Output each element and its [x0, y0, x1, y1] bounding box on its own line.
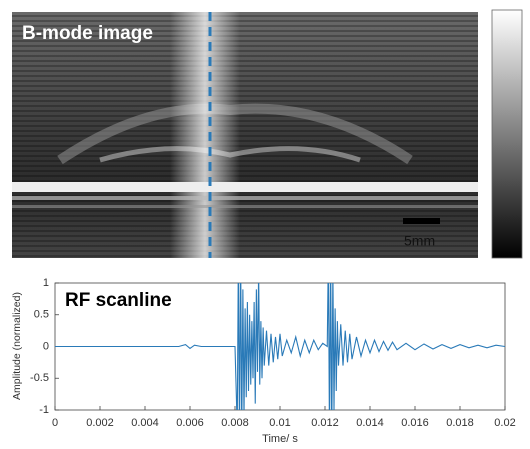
x-tick-label: 0: [52, 417, 58, 429]
image-label: B-mode image: [22, 23, 153, 44]
y-tick-label: -0.5: [30, 372, 49, 384]
x-tick-label: 0.014: [356, 417, 384, 429]
x-axis-label: Time/ s: [262, 433, 298, 445]
y-tick-label: -1: [39, 404, 49, 416]
annotation: RF scanline: [65, 290, 172, 311]
x-tick-label: 0.018: [446, 417, 474, 429]
y-tick-label: 0.5: [34, 309, 49, 321]
rf-line: [55, 283, 505, 410]
x-tick-label: 0.008: [221, 417, 249, 429]
scale-bar-label: 5mm: [404, 233, 435, 249]
colorbar: [491, 9, 523, 259]
x-tick-label: 0.012: [311, 417, 339, 429]
x-tick-label: 0.016: [401, 417, 429, 429]
y-axis-label: Amplitude (normalized): [11, 292, 23, 400]
y-tick-label: 1: [43, 277, 49, 289]
x-tick-label: 0.02: [494, 417, 515, 429]
y-tick-label: 0: [43, 340, 49, 352]
x-tick-label: 0.006: [176, 417, 204, 429]
x-tick-label: 0.01: [269, 417, 290, 429]
x-tick-label: 0.002: [86, 417, 114, 429]
b-mode-image: B-mode image 5mm: [12, 12, 478, 258]
plot-area: [55, 283, 505, 410]
x-tick-label: 0.004: [131, 417, 159, 429]
